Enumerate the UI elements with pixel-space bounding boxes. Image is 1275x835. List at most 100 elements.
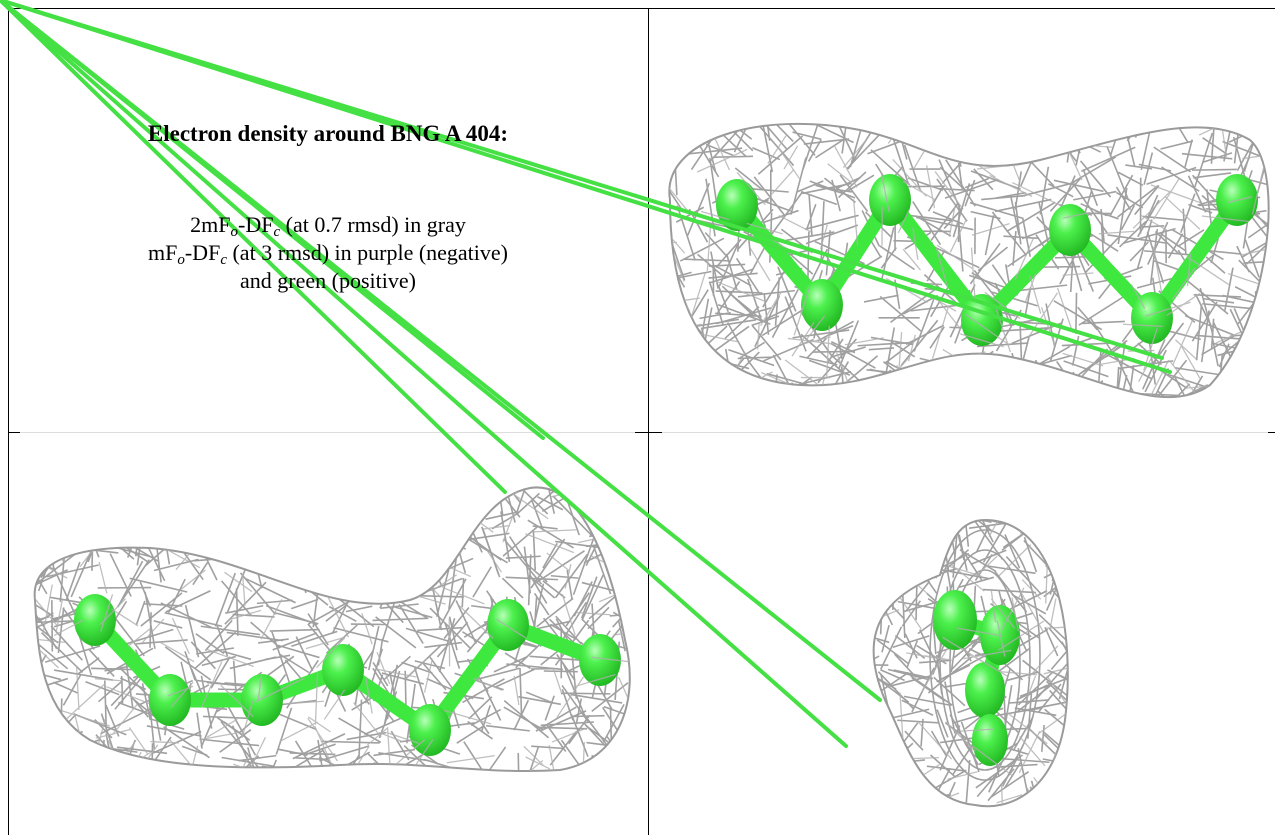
mesh-line (264, 487, 273, 502)
mesh-line (1240, 246, 1269, 256)
mesh-line (821, 393, 838, 398)
mesh-line (61, 487, 69, 514)
mesh-line (609, 612, 630, 617)
mesh-line (34, 595, 54, 618)
mesh-line (1021, 799, 1054, 807)
atom (322, 644, 364, 696)
mesh-line (478, 746, 507, 772)
mesh-line (747, 360, 784, 398)
mesh-line (944, 681, 956, 734)
mesh-line (1054, 132, 1077, 162)
mesh-line (217, 536, 253, 563)
mesh-line (184, 745, 199, 772)
mesh-line (34, 596, 41, 622)
mesh-line (279, 524, 308, 572)
mesh-line (669, 239, 686, 288)
mesh-line (269, 516, 279, 547)
mesh-line (717, 281, 741, 314)
mesh-line (902, 370, 921, 398)
mesh-line (873, 547, 883, 562)
mesh-line (1043, 265, 1081, 268)
mesh-line (530, 529, 578, 533)
mesh-line (869, 791, 872, 818)
mesh-line (669, 123, 676, 165)
mesh-line (525, 756, 551, 770)
mesh-line (535, 550, 585, 584)
mesh-line (398, 604, 424, 644)
mesh-line (1138, 352, 1155, 382)
mesh-line (581, 576, 598, 619)
mesh-line (962, 354, 983, 379)
mesh-line (392, 605, 433, 619)
mesh-line (793, 286, 811, 336)
mesh-line (737, 289, 796, 298)
mesh-line (1073, 190, 1117, 201)
mesh-line (398, 515, 411, 547)
mesh-line (1017, 747, 1030, 798)
mesh-line (1019, 123, 1037, 135)
mesh-line (137, 487, 151, 519)
mesh-line (1082, 320, 1125, 325)
mesh-line (511, 492, 549, 520)
mesh-line (248, 737, 266, 772)
mesh-line (383, 664, 399, 724)
mesh-line (772, 354, 791, 387)
mesh-line (171, 617, 190, 655)
mesh-line (990, 598, 1016, 629)
mesh-line (900, 319, 939, 367)
mesh-line (917, 216, 952, 237)
mesh-line (305, 636, 346, 650)
mesh-line (929, 326, 945, 349)
mesh-line (700, 210, 729, 221)
mesh-line (241, 701, 254, 738)
mesh-line (942, 387, 979, 398)
mesh-line (1075, 380, 1104, 398)
mesh-line (1217, 387, 1248, 398)
mesh-line (150, 740, 179, 744)
mesh-line (1184, 139, 1193, 168)
mesh-line (381, 591, 399, 642)
mesh-line (308, 487, 334, 517)
mesh-line (342, 490, 361, 524)
mesh-line (442, 586, 485, 605)
mesh-line (804, 315, 826, 342)
caption-text: mF (148, 240, 178, 265)
mesh-line (1003, 685, 1013, 731)
mesh-line (1219, 353, 1224, 379)
mesh-line (926, 128, 964, 139)
mesh-line (887, 668, 929, 681)
mesh-line (905, 324, 945, 346)
mesh-line (555, 615, 583, 645)
mesh-line (1202, 137, 1228, 155)
mesh-line (817, 338, 858, 384)
mesh-line (170, 681, 194, 708)
mesh-line (906, 652, 947, 661)
mesh-line (787, 337, 838, 346)
mesh-line (1144, 250, 1191, 256)
mesh-line (536, 726, 588, 730)
mesh-line (759, 291, 783, 327)
mesh-line (598, 582, 630, 603)
mesh-line (876, 708, 930, 723)
difference-density (0, 0, 882, 702)
mesh-line (201, 661, 223, 708)
mesh-line (1193, 172, 1232, 179)
mesh-line (1065, 373, 1079, 398)
mesh-line (1001, 587, 1025, 631)
mesh-line (574, 487, 604, 493)
mesh-line (958, 534, 968, 571)
mesh-line (903, 793, 952, 803)
mesh-line (1150, 368, 1170, 398)
mesh-line (316, 637, 346, 669)
mesh-line (34, 509, 79, 533)
mesh-line (876, 593, 894, 626)
mesh-line (1054, 535, 1068, 552)
mesh-line (1014, 238, 1035, 281)
mesh-line (904, 574, 938, 579)
mesh-line (1080, 343, 1125, 375)
mesh-line (890, 544, 905, 577)
mesh-line (109, 553, 132, 597)
mesh-line (906, 786, 916, 807)
mesh-line (903, 807, 946, 823)
mesh-line (228, 609, 262, 621)
